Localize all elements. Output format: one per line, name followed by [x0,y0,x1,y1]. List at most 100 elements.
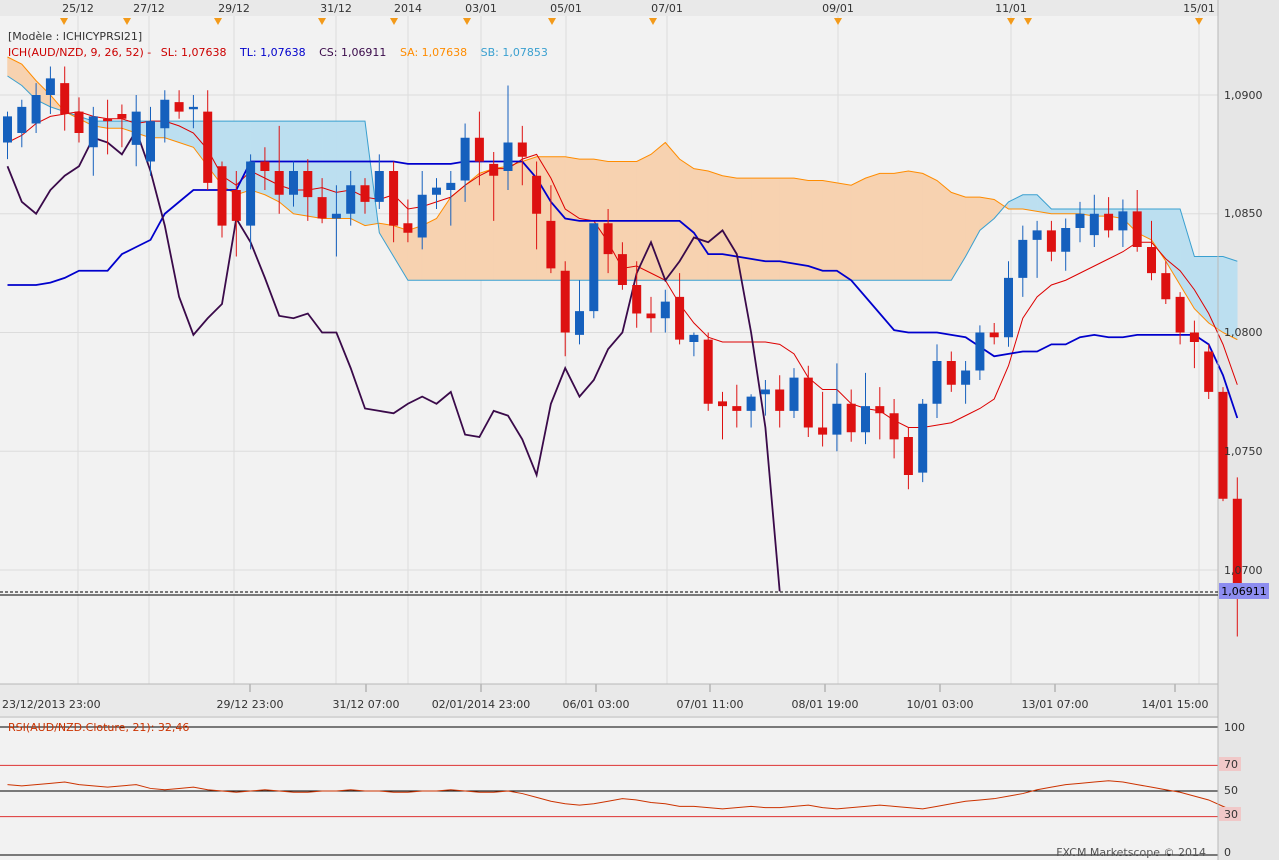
time-label: 02/01/2014 23:00 [432,698,531,711]
candle-body [989,332,999,338]
event-marker [60,18,68,25]
event-marker [649,18,657,25]
cloud-segment [879,173,895,281]
candle-body [117,114,127,119]
candle-body [646,313,656,319]
candle-body [689,334,699,342]
cloud-segment [507,161,523,281]
candle-body [1189,332,1199,342]
copyright: FXCM Marketscope © 2014 [1056,846,1206,859]
candle-body [1004,277,1013,338]
senkou-span-a-line [7,56,1238,341]
event-marker [1024,18,1032,25]
date-label: 09/01 [822,2,854,15]
candle-body [403,223,413,233]
time-label: 13/01 07:00 [1022,698,1089,711]
date-label: 29/12 [218,2,250,15]
price-axis-ticks: 1,0900 1,0850 1,0800 1,0750 1,0700 [1224,89,1263,577]
top-date-strip [0,0,1218,16]
candle-body [861,406,870,433]
time-label: 29/12 23:00 [217,698,284,711]
candle-body [575,311,584,335]
candle-body [1218,391,1228,499]
candle-body [131,111,141,145]
candle-body [660,301,670,319]
candle-body [360,185,370,202]
candle-body [1075,213,1085,228]
candle-body [188,106,198,110]
cloud-segment [707,170,723,281]
cloud-segment [936,179,952,281]
candle-body [732,406,742,411]
candle-body [1147,247,1156,274]
event-marker [463,18,471,25]
candle-body [260,161,270,171]
legend-sb: SB: 1,07853 [481,46,548,59]
time-label: 23/12/2013 23:00 [2,698,101,711]
cloud-segment [464,172,480,281]
candle-body [317,197,327,219]
candle-body [846,403,856,433]
candle-body [1204,351,1214,392]
candle-body [146,121,155,162]
candle-body [346,185,356,214]
candle-body [961,370,971,385]
legend-sa: SA: 1,07638 [400,46,467,59]
candle-body [832,403,842,435]
event-marker [318,18,326,25]
candle-body [546,220,556,269]
date-label: 25/12 [62,2,94,15]
candle-body [45,78,55,95]
candle-body [160,99,170,129]
current-price-label: 1,06911 [1221,585,1267,598]
cloud-segment [278,120,294,215]
time-label: 31/12 07:00 [333,698,400,711]
candle-body [274,171,284,195]
candlesticks [3,66,1242,637]
kijun-sen-line [7,160,1239,419]
candle-body [532,175,542,214]
candle-body [246,161,256,226]
candle-body [331,213,341,219]
candle-body [918,403,928,473]
price-axis-background [1218,0,1279,860]
rsi-indicator [0,726,1238,856]
event-marker [1007,18,1015,25]
event-marker [123,18,131,25]
candle-body [60,83,70,114]
candle-body [818,427,828,435]
rsi-panel-background [0,717,1218,857]
candle-body [503,142,513,171]
price-tick: 1,0700 [1224,564,1263,577]
date-label: 2014 [394,2,422,15]
candle-body [31,95,41,124]
legend-sl: SL: 1,07638 [161,46,227,59]
cloud-segment [750,177,766,281]
cloud-segment [1208,256,1224,333]
candle-body [560,270,570,333]
rsi-level: 30 [1224,808,1238,821]
legend-ich: ICH(AUD/NZD, 9, 26, 52) - [8,46,151,59]
candle-body [517,142,527,157]
candle-body [675,296,685,340]
time-label: 10/01 03:00 [907,698,974,711]
time-label: 14/01 15:00 [1142,698,1209,711]
cloud-segment [850,177,866,281]
candle-body [589,223,599,312]
candle-body [88,116,98,148]
rsi-level: 50 [1224,784,1238,797]
cloud-segment [679,158,695,281]
candle-body [474,137,484,162]
price-tick: 1,0800 [1224,326,1263,339]
candle-body [74,111,84,133]
candle-body [1232,498,1242,592]
candle-body [432,187,441,195]
grid-lines [0,16,1218,692]
candle-body [417,194,427,238]
candle-body [617,254,627,285]
event-marker [834,18,842,25]
rsi-level: 0 [1224,846,1231,859]
cloud-segment [779,177,795,281]
cloud-segment [865,173,881,281]
